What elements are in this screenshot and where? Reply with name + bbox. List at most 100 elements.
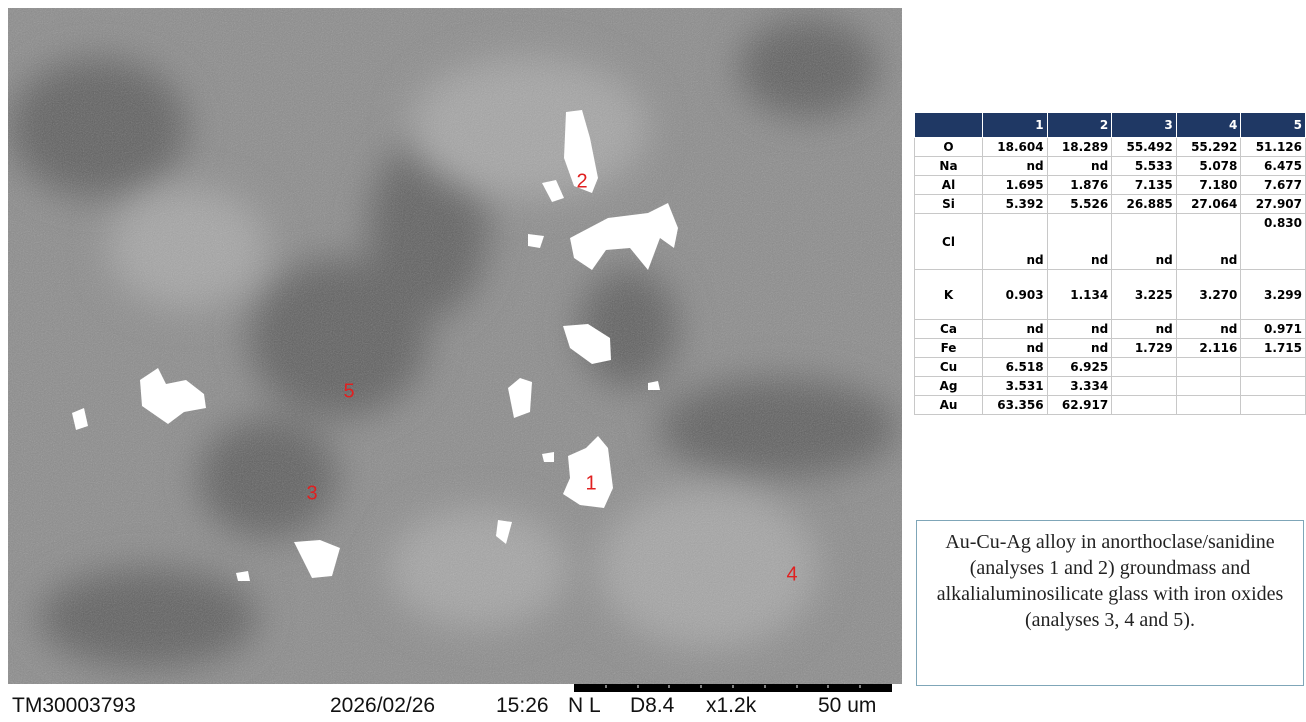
value-cell: 0.971 bbox=[1241, 320, 1306, 339]
header-cell bbox=[915, 113, 983, 138]
value-cell: 18.604 bbox=[983, 138, 1048, 157]
value-cell: 3.299 bbox=[1241, 270, 1306, 320]
value-cell: 18.289 bbox=[1047, 138, 1112, 157]
value-cell: 55.492 bbox=[1112, 138, 1177, 157]
value-cell: 3.531 bbox=[983, 377, 1048, 396]
header-cell: 3 bbox=[1112, 113, 1177, 138]
value-cell bbox=[1241, 358, 1306, 377]
element-label: Cl bbox=[915, 214, 983, 270]
element-label: Ag bbox=[915, 377, 983, 396]
header-cell: 4 bbox=[1176, 113, 1241, 138]
footer-mode: N L bbox=[568, 694, 601, 718]
value-cell: nd bbox=[983, 339, 1048, 358]
value-cell: nd bbox=[1047, 339, 1112, 358]
value-cell: 6.925 bbox=[1047, 358, 1112, 377]
footer-distance: D8.4 bbox=[630, 694, 674, 718]
value-cell: 27.907 bbox=[1241, 195, 1306, 214]
value-cell bbox=[1176, 377, 1241, 396]
value-cell: nd bbox=[1112, 320, 1177, 339]
value-cell: 0.830 bbox=[1241, 214, 1306, 270]
value-cell: 3.225 bbox=[1112, 270, 1177, 320]
point-label: 2 bbox=[576, 170, 587, 192]
value-cell: 6.518 bbox=[983, 358, 1048, 377]
value-cell: 7.677 bbox=[1241, 176, 1306, 195]
value-cell: 1.134 bbox=[1047, 270, 1112, 320]
value-cell: nd bbox=[983, 320, 1048, 339]
value-cell: nd bbox=[1047, 214, 1112, 270]
point-label: 4 bbox=[786, 563, 797, 585]
value-cell bbox=[1112, 377, 1177, 396]
value-cell: 63.356 bbox=[983, 396, 1048, 415]
value-cell: nd bbox=[983, 214, 1048, 270]
value-cell bbox=[1112, 396, 1177, 415]
value-cell: 1.695 bbox=[983, 176, 1048, 195]
value-cell: 7.135 bbox=[1112, 176, 1177, 195]
footer-date: 2026/02/26 bbox=[330, 694, 435, 718]
value-cell: nd bbox=[1047, 320, 1112, 339]
element-label: Au bbox=[915, 396, 983, 415]
value-cell bbox=[1241, 396, 1306, 415]
value-cell bbox=[1241, 377, 1306, 396]
value-cell bbox=[1112, 358, 1177, 377]
value-cell: 7.180 bbox=[1176, 176, 1241, 195]
element-label: Al bbox=[915, 176, 983, 195]
point-label: 1 bbox=[585, 472, 596, 494]
value-cell: 1.876 bbox=[1047, 176, 1112, 195]
element-label: O bbox=[915, 138, 983, 157]
element-label: Ca bbox=[915, 320, 983, 339]
point-label: 3 bbox=[306, 482, 317, 504]
value-cell: 2.116 bbox=[1176, 339, 1241, 358]
header-cell: 5 bbox=[1241, 113, 1306, 138]
value-cell: nd bbox=[1176, 320, 1241, 339]
footer-id: TM30003793 bbox=[12, 694, 136, 718]
value-cell: 5.078 bbox=[1176, 157, 1241, 176]
element-label: Cu bbox=[915, 358, 983, 377]
element-label: K bbox=[915, 270, 983, 320]
value-cell: 27.064 bbox=[1176, 195, 1241, 214]
header-cell: 2 bbox=[1047, 113, 1112, 138]
value-cell: nd bbox=[1112, 214, 1177, 270]
element-label: Si bbox=[915, 195, 983, 214]
header-cell: 1 bbox=[983, 113, 1048, 138]
sem-image: 1 2 3 4 5 bbox=[8, 8, 902, 684]
footer-magnification: x1.2k bbox=[706, 694, 756, 718]
value-cell: 5.526 bbox=[1047, 195, 1112, 214]
value-cell: nd bbox=[1047, 157, 1112, 176]
scale-bar bbox=[574, 682, 894, 694]
point-label: 5 bbox=[343, 380, 354, 402]
value-cell: nd bbox=[983, 157, 1048, 176]
value-cell: 1.715 bbox=[1241, 339, 1306, 358]
footer-scale: 50 um bbox=[818, 694, 876, 718]
value-cell: 5.533 bbox=[1112, 157, 1177, 176]
value-cell: 55.292 bbox=[1176, 138, 1241, 157]
value-cell: 62.917 bbox=[1047, 396, 1112, 415]
element-label: Fe bbox=[915, 339, 983, 358]
element-label: Na bbox=[915, 157, 983, 176]
value-cell: 0.903 bbox=[983, 270, 1048, 320]
value-cell: 6.475 bbox=[1241, 157, 1306, 176]
value-cell: 51.126 bbox=[1241, 138, 1306, 157]
page: 12345 TM300037932026/02/2615:26N LD8.4x1… bbox=[0, 0, 1306, 722]
value-cell: 5.392 bbox=[983, 195, 1048, 214]
footer-time: 15:26 bbox=[496, 694, 549, 718]
value-cell: 1.729 bbox=[1112, 339, 1177, 358]
value-cell: 26.885 bbox=[1112, 195, 1177, 214]
value-cell bbox=[1176, 358, 1241, 377]
value-cell: 3.334 bbox=[1047, 377, 1112, 396]
value-cell: nd bbox=[1176, 214, 1241, 270]
caption: Au-Cu-Ag alloy in anorthoclase/sanidine … bbox=[916, 520, 1304, 686]
value-cell bbox=[1176, 396, 1241, 415]
